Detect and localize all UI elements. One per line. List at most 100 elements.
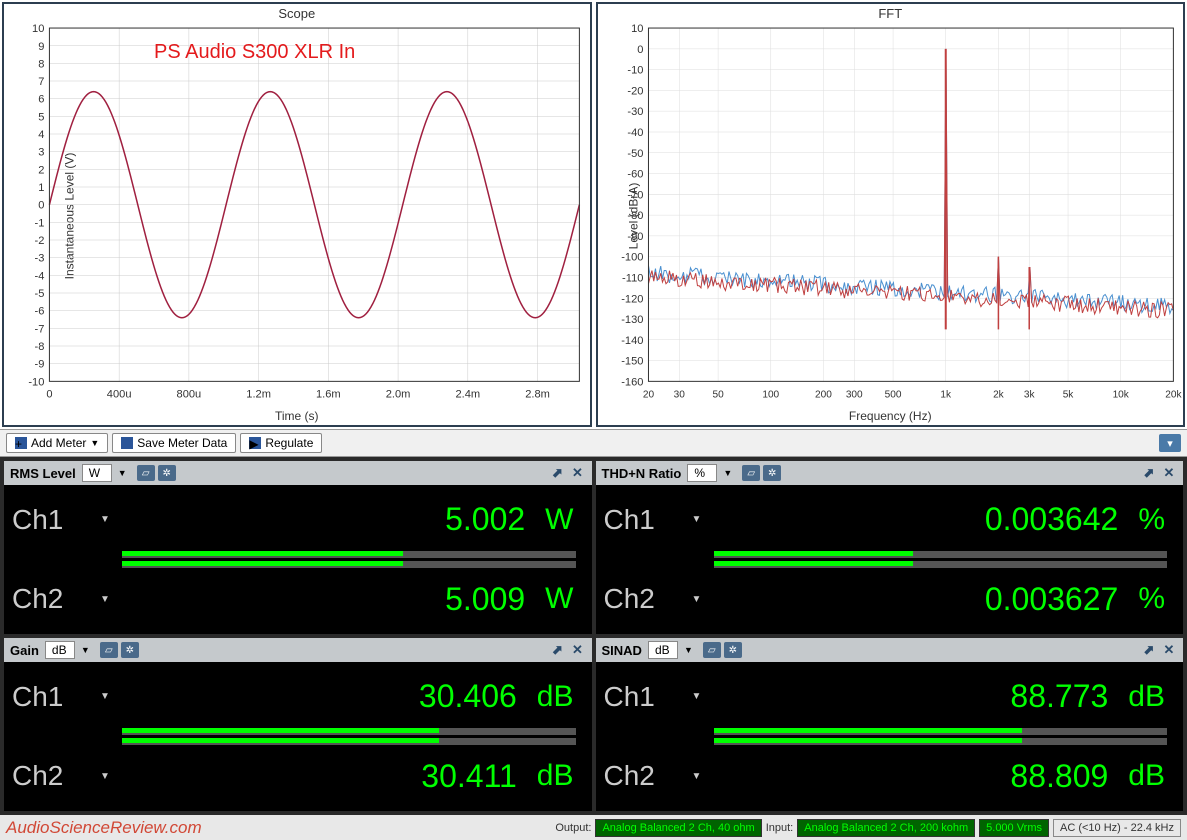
close-icon[interactable]: ✕ — [570, 465, 586, 481]
svg-text:5: 5 — [38, 111, 44, 123]
filter-icon[interactable]: ▱ — [703, 642, 721, 658]
download-button[interactable]: ▾ — [1159, 434, 1181, 452]
svg-text:-80: -80 — [627, 210, 643, 222]
play-icon: ▶ — [249, 437, 261, 449]
chevron-down-icon[interactable]: ▼ — [692, 691, 702, 702]
watermark: AudioScienceReview.com — [6, 818, 202, 838]
meter-header: Gain dB ▼ ▱ ✲ ⬈ ✕ — [4, 638, 592, 662]
svg-text:-6: -6 — [35, 306, 45, 318]
chevron-down-icon[interactable]: ▼ — [100, 514, 110, 525]
svg-text:-70: -70 — [627, 189, 643, 201]
meter-window-controls: ⬈ ✕ — [1141, 642, 1177, 658]
ch1-unit: dB — [537, 680, 574, 714]
svg-text:200: 200 — [815, 390, 832, 401]
meter-window-controls: ⬈ ✕ — [550, 465, 586, 481]
svg-text:-5: -5 — [35, 288, 45, 300]
svg-text:4: 4 — [38, 129, 44, 141]
svg-text:-90: -90 — [627, 231, 643, 243]
svg-text:-3: -3 — [35, 253, 45, 265]
meter-bars — [122, 728, 576, 746]
gear-icon[interactable]: ✲ — [724, 642, 742, 658]
svg-text:20k: 20k — [1165, 390, 1182, 401]
meter-unit-select[interactable]: % — [687, 464, 717, 482]
svg-text:-1: -1 — [35, 217, 45, 229]
ch2-value: 5.009 — [445, 581, 525, 618]
ch1-unit: W — [545, 503, 573, 537]
chevron-down-icon: ▼ — [90, 438, 99, 448]
ch1-value: 30.406 — [419, 678, 517, 715]
meter-ch1-row: Ch1 ▼ 30.406dB — [12, 666, 584, 728]
close-icon[interactable]: ✕ — [1161, 642, 1177, 658]
bw-value[interactable]: AC (<10 Hz) - 22.4 kHz — [1053, 819, 1181, 837]
chevron-down-icon: ▼ — [118, 468, 127, 478]
svg-text:400u: 400u — [107, 389, 132, 401]
svg-text:-110: -110 — [622, 272, 643, 284]
regulate-button[interactable]: ▶Regulate — [240, 433, 322, 453]
output-label: Output: — [555, 822, 591, 834]
meter-gain: Gain dB ▼ ▱ ✲ ⬈ ✕ Ch1 ▼ 30.406dB — [4, 638, 592, 811]
svg-text:0: 0 — [637, 44, 643, 56]
svg-text:-30: -30 — [627, 106, 643, 118]
output-value[interactable]: Analog Balanced 2 Ch, 40 ohm — [595, 819, 761, 837]
svg-text:100: 100 — [762, 390, 779, 401]
meter-unit-select[interactable]: dB — [648, 641, 678, 659]
svg-text:2k: 2k — [993, 390, 1005, 401]
chevron-down-icon[interactable]: ▼ — [692, 594, 702, 605]
meter-icon-group: ▱ ✲ — [742, 465, 781, 481]
fft-chart: FFT Level (dBrA) -160-150-140-130-120-11… — [596, 2, 1186, 427]
popout-icon[interactable]: ⬈ — [550, 642, 566, 658]
close-icon[interactable]: ✕ — [1161, 465, 1177, 481]
meter-header: THD+N Ratio % ▼ ▱ ✲ ⬈ ✕ — [596, 461, 1184, 485]
chevron-down-icon[interactable]: ▼ — [692, 771, 702, 782]
svg-text:300: 300 — [845, 390, 862, 401]
svg-text:0: 0 — [46, 389, 52, 401]
meter-header: SINAD dB ▼ ▱ ✲ ⬈ ✕ — [596, 638, 1184, 662]
svg-text:-10: -10 — [28, 376, 44, 388]
ch1-value: 88.773 — [1010, 678, 1108, 715]
chevron-down-icon[interactable]: ▼ — [100, 771, 110, 782]
popout-icon[interactable]: ⬈ — [1141, 642, 1157, 658]
ch2-value: 30.411 — [421, 758, 517, 795]
gear-icon[interactable]: ✲ — [158, 465, 176, 481]
meter-unit-select[interactable]: dB — [45, 641, 75, 659]
popout-icon[interactable]: ⬈ — [550, 465, 566, 481]
svg-text:800u: 800u — [177, 389, 202, 401]
meter-ch1-row: Ch1 ▼ 88.773dB — [604, 666, 1176, 728]
input-value[interactable]: Analog Balanced 2 Ch, 200 kohm — [797, 819, 975, 837]
add-meter-button[interactable]: +Add Meter▼ — [6, 433, 108, 453]
meter-ch2-row: Ch2 ▼ 0.003627% — [604, 569, 1176, 631]
svg-text:-50: -50 — [627, 148, 643, 160]
popout-icon[interactable]: ⬈ — [1141, 465, 1157, 481]
svg-text:1.6m: 1.6m — [316, 389, 341, 401]
filter-icon[interactable]: ▱ — [100, 642, 118, 658]
close-icon[interactable]: ✕ — [570, 642, 586, 658]
meter-icon-group: ▱ ✲ — [703, 642, 742, 658]
meter-title: Gain — [10, 643, 39, 658]
chevron-down-icon[interactable]: ▼ — [692, 514, 702, 525]
save-meter-button[interactable]: Save Meter Data — [112, 433, 236, 453]
ch2-unit: W — [545, 582, 573, 616]
ch1-label: Ch1 — [604, 504, 704, 536]
ch2-label: Ch2 — [12, 583, 112, 615]
ch1-label: Ch1 — [12, 504, 112, 536]
chevron-down-icon[interactable]: ▼ — [100, 594, 110, 605]
svg-text:2.4m: 2.4m — [455, 389, 480, 401]
filter-icon[interactable]: ▱ — [742, 465, 760, 481]
scope-annotation: PS Audio S300 XLR In — [154, 41, 355, 64]
status-bar: AudioScienceReview.com Output: Analog Ba… — [0, 815, 1187, 840]
level-value[interactable]: 5.000 Vrms — [979, 819, 1049, 837]
meter-unit-select[interactable]: W — [82, 464, 112, 482]
gear-icon[interactable]: ✲ — [121, 642, 139, 658]
meter-header: RMS Level W ▼ ▱ ✲ ⬈ ✕ — [4, 461, 592, 485]
svg-text:1k: 1k — [940, 390, 952, 401]
gear-icon[interactable]: ✲ — [763, 465, 781, 481]
meter-title: THD+N Ratio — [602, 466, 682, 481]
svg-text:1: 1 — [38, 182, 44, 194]
chevron-down-icon[interactable]: ▼ — [100, 691, 110, 702]
filter-icon[interactable]: ▱ — [137, 465, 155, 481]
svg-text:-100: -100 — [621, 252, 643, 264]
ch1-value: 0.003642 — [985, 501, 1118, 538]
svg-text:-8: -8 — [35, 341, 45, 353]
meter-window-controls: ⬈ ✕ — [1141, 465, 1177, 481]
svg-text:-150: -150 — [621, 356, 643, 368]
